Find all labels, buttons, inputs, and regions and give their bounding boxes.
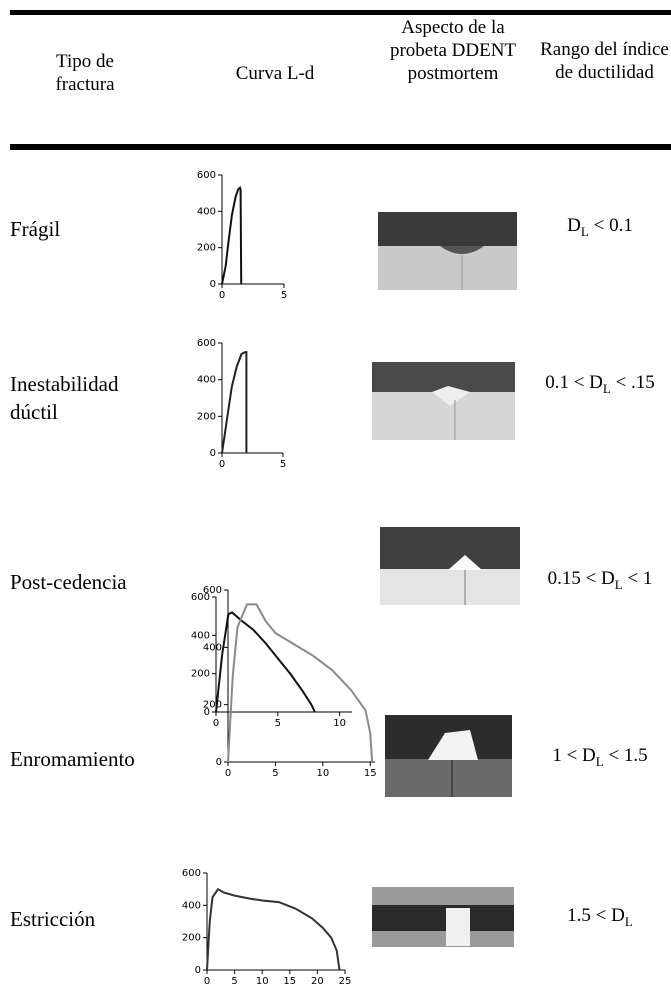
x-tick-label: 0 [213,718,219,729]
header-cell: Curva L-d [235,63,315,84]
x-tick-label: 15 [283,976,296,987]
range-lower: 0.1 < [545,372,585,393]
y-tick-label: 200 [191,669,210,680]
header-cell: Tipo de fractura [55,51,115,95]
y-tick-label: 600 [203,585,222,596]
load-curve [227,603,374,763]
x-tick-label: 0 [219,459,225,470]
ductility-range: 0.15 < DL < 1 [525,568,671,593]
range-upper: < .15 [615,372,655,393]
y-tick-label: 600 [182,868,201,879]
ductility-range: 1.5 < DL [525,905,671,930]
y-tick-label: 600 [197,338,216,349]
y-tick-label: 0 [204,707,210,718]
range-subscript: L [602,380,611,396]
range-symbol: D [589,372,603,393]
y-tick-label: 200 [197,411,216,422]
header-rule [10,144,671,150]
ductility-range: DL < 0.1 [525,215,671,240]
load-curve [215,611,316,713]
range-subscript: L [595,753,604,769]
y-tick-label: 400 [182,900,201,911]
load-curve [221,185,243,285]
range-lower: 0.15 < [547,568,597,589]
fracture-type: Inestabilidad dúctil [10,372,119,424]
y-tick-label: 0 [195,965,201,976]
photo [372,362,515,440]
photo [385,715,512,797]
load-curve [221,351,248,454]
x-tick-label: 5 [280,459,286,470]
y-tick-label: 600 [197,170,216,181]
range-upper: < 1 [627,568,653,589]
y-tick-label: 0 [210,279,216,290]
range-symbol: D [582,745,596,766]
range-symbol: D [611,905,625,926]
fracture-type: Post-cedencia [10,570,127,594]
x-tick-label: 5 [231,976,237,987]
photo [380,527,520,605]
y-tick-label: 200 [203,700,222,711]
range-lower: 1 < [552,745,578,766]
header-cell: Rango del índice de ductilidad [540,39,669,83]
range-upper: < 1.5 [608,745,648,766]
range-subscript: L [580,223,589,239]
header-cell: Aspecto de la probeta DDENT postmortem [389,17,517,84]
y-tick-label: 400 [197,375,216,386]
x-tick-label: 15 [364,768,377,779]
y-tick-label: 400 [197,206,216,217]
y-tick-label: 0 [216,757,222,768]
range-upper: < 0.1 [593,215,633,236]
range-subscript: L [614,576,623,592]
range-lower: 1.5 < [567,905,607,926]
x-tick-label: 0 [204,976,210,987]
x-tick-label: 25 [339,976,352,987]
x-tick-label: 5 [275,718,281,729]
y-tick-label: 200 [197,243,216,254]
photo [372,887,514,947]
x-tick-label: 10 [316,768,329,779]
fracture-type: Enromamiento [10,747,135,771]
x-tick-label: 10 [256,976,269,987]
y-tick-label: 200 [182,933,201,944]
x-tick-label: 10 [333,718,346,729]
x-tick-label: 0 [225,768,231,779]
fracture-type: Estricción [10,907,96,931]
fracture-type: Frágil [10,217,61,241]
x-tick-label: 0 [219,290,225,301]
y-tick-label: 600 [191,592,210,603]
y-tick-label: 0 [210,448,216,459]
y-tick-label: 400 [203,642,222,653]
top-rule [10,10,671,15]
photo [378,212,517,290]
x-tick-label: 5 [281,290,287,301]
x-tick-label: 5 [272,768,278,779]
range-subscript: L [624,913,633,929]
range-symbol: D [567,215,581,236]
load-curve [206,887,341,971]
ductility-range: 0.1 < DL < .15 [525,372,671,397]
ductility-range: 1 < DL < 1.5 [525,745,671,770]
y-tick-label: 400 [191,630,210,641]
range-symbol: D [601,568,615,589]
x-tick-label: 20 [311,976,324,987]
